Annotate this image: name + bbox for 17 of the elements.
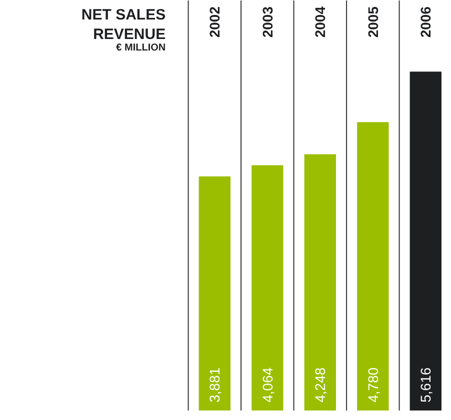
data-label: 4,780: [364, 367, 381, 402]
bar: [252, 165, 284, 410]
x-tick-label: 2005: [364, 6, 381, 38]
x-tick-label: 2006: [418, 6, 434, 38]
bar: [410, 72, 442, 410]
bar: [304, 154, 336, 410]
data-label: 3,881: [206, 367, 223, 402]
bar: [198, 176, 230, 410]
x-tick-label: 2004: [312, 6, 328, 38]
data-label: 4,248: [312, 367, 328, 402]
data-label: 5,616: [418, 367, 434, 402]
chart-subtitle: € MILLION: [116, 42, 166, 54]
chart-title: NET SALES REVENUE: [81, 6, 166, 44]
data-label: 4,064: [259, 367, 276, 402]
x-tick-label: 2002: [206, 6, 223, 38]
x-tick-label: 2003: [259, 6, 276, 38]
bar: [357, 122, 389, 410]
